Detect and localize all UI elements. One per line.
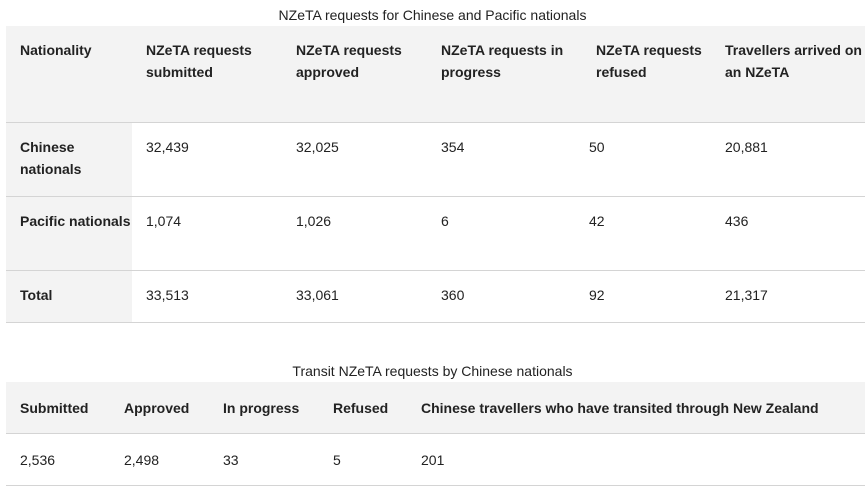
cell-travellers-arrived: 436 [711,196,865,271]
cell-refused: 42 [575,196,711,271]
cell-submitted: 33,513 [132,270,282,323]
cell-submitted: 32,439 [132,122,282,197]
cell-refused: 92 [575,270,711,323]
cell-refused: 5 [319,433,407,486]
table1-header-row: Nationality NZeTA requests submitted NZe… [6,26,865,123]
cell-in-progress: 33 [209,433,319,486]
header-requests-in-progress: NZeTA requests in progress [427,26,575,123]
header-requests-approved: NZeTA requests approved [282,26,427,123]
table-row: Pacific nationals 1,074 1,026 6 42 436 [6,196,865,271]
cell-approved: 33,061 [282,270,427,323]
cell-approved: 2,498 [110,433,209,486]
header-travellers-arrived: Travellers arrived on an NZeTA [711,26,865,123]
cell-travellers-arrived: 20,881 [711,122,865,197]
cell-approved: 32,025 [282,122,427,197]
cell-in-progress: 6 [427,196,575,271]
cell-in-progress: 360 [427,270,575,323]
cell-in-progress: 354 [427,122,575,197]
table1-caption: NZeTA requests for Chinese and Pacific n… [278,7,587,23]
header-requests-refused: NZeTA requests refused [575,26,711,123]
header-requests-submitted: NZeTA requests submitted [132,26,282,123]
header-nationality: Nationality [6,26,132,123]
nzeta-requests-table: Nationality NZeTA requests submitted NZe… [6,26,865,323]
row-label-pacific-nationals: Pacific nationals [6,196,132,271]
cell-approved: 1,026 [282,196,427,271]
header-in-progress: In progress [209,382,319,434]
header-chinese-travellers-transited: Chinese travellers who have transited th… [407,382,865,434]
table-row: 2,536 2,498 33 5 201 [6,433,865,486]
table2-caption: Transit NZeTA requests by Chinese nation… [292,363,573,379]
table-row: Total 33,513 33,061 360 92 21,317 [6,270,865,323]
table2-header-row: Submitted Approved In progress Refused C… [6,382,865,434]
cell-submitted: 1,074 [132,196,282,271]
transit-nzeta-requests-table: Submitted Approved In progress Refused C… [6,382,865,486]
cell-travellers-arrived: 21,317 [711,270,865,323]
cell-travellers-transited: 201 [407,433,865,486]
table-row: Chinese nationals 32,439 32,025 354 50 2… [6,122,865,197]
header-approved: Approved [110,382,209,434]
header-refused: Refused [319,382,407,434]
cell-refused: 50 [575,122,711,197]
cell-submitted: 2,536 [6,433,110,486]
row-label-chinese-nationals: Chinese nationals [6,122,132,197]
row-label-total: Total [6,270,132,323]
header-submitted: Submitted [6,382,110,434]
